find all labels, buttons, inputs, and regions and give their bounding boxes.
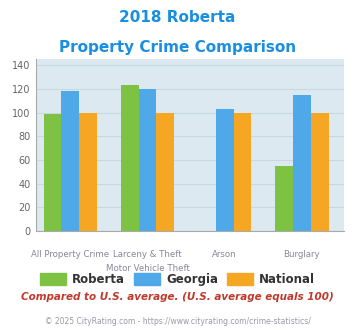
Legend: Roberta, Georgia, National: Roberta, Georgia, National [35, 268, 320, 291]
Bar [293, 95, 311, 231]
Bar [311, 113, 328, 231]
Bar [44, 114, 61, 231]
Text: Arson: Arson [212, 250, 237, 259]
Bar [121, 85, 138, 231]
Bar [275, 166, 293, 231]
Text: 2018 Roberta: 2018 Roberta [119, 10, 236, 25]
Text: Compared to U.S. average. (U.S. average equals 100): Compared to U.S. average. (U.S. average … [21, 292, 334, 302]
Text: Property Crime Comparison: Property Crime Comparison [59, 40, 296, 54]
Text: Motor Vehicle Theft: Motor Vehicle Theft [105, 264, 190, 273]
Bar [156, 113, 174, 231]
Bar [216, 109, 234, 231]
Text: © 2025 CityRating.com - https://www.cityrating.com/crime-statistics/: © 2025 CityRating.com - https://www.city… [45, 317, 310, 326]
Bar [138, 89, 156, 231]
Text: Burglary: Burglary [284, 250, 320, 259]
Bar [79, 113, 97, 231]
Text: All Property Crime: All Property Crime [31, 250, 109, 259]
Bar [234, 113, 251, 231]
Text: Larceny & Theft: Larceny & Theft [113, 250, 182, 259]
Bar [61, 91, 79, 231]
